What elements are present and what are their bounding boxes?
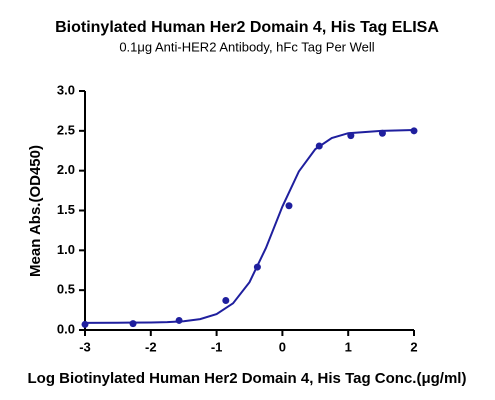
y-tick-label: 2.5 [57, 122, 75, 137]
y-axis-label: Mean Abs.(OD450) [27, 145, 44, 277]
x-tick-label: -2 [145, 339, 157, 354]
data-point [410, 127, 418, 135]
y-tick-label: 1.5 [57, 202, 75, 217]
data-point [253, 263, 261, 271]
x-tick-label: -1 [211, 339, 223, 354]
y-tick-label: 0.0 [57, 321, 75, 336]
x-tick-label: -3 [79, 339, 91, 354]
y-tick-label: 2.0 [57, 162, 75, 177]
data-point [315, 142, 323, 150]
x-tick-label: 0 [279, 339, 286, 354]
chart-title: Biotinylated Human Her2 Domain 4, His Ta… [55, 19, 439, 36]
data-point [378, 129, 386, 137]
y-tick-label: 0.5 [57, 282, 75, 297]
data-point [81, 320, 89, 328]
data-point [222, 297, 230, 305]
x-axis-label: Log Biotinylated Human Her2 Domain 4, Hi… [28, 370, 467, 387]
data-point [129, 320, 137, 328]
x-tick-label: 1 [345, 339, 352, 354]
y-tick-label: 3.0 [57, 82, 75, 97]
data-point [285, 202, 293, 210]
data-point [347, 132, 355, 140]
y-tick-label: 1.0 [57, 242, 75, 257]
chart-subtitle: 0.1μg Anti-HER2 Antibody, hFc Tag Per We… [119, 39, 374, 54]
fit-curve [84, 129, 415, 324]
x-tick-label: 2 [410, 339, 417, 354]
data-point [175, 316, 183, 324]
